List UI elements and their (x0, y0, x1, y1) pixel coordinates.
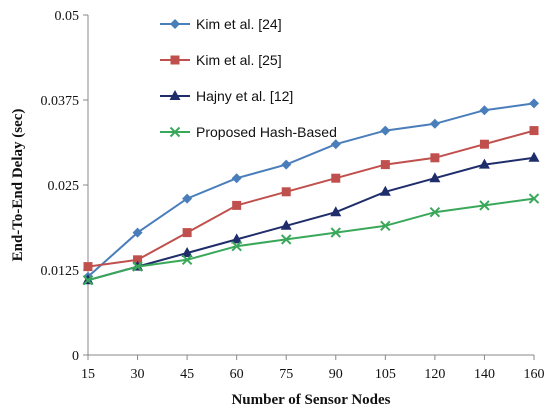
data-point (380, 125, 391, 136)
legend-marker (170, 55, 180, 65)
data-point (281, 234, 292, 245)
data-point (380, 160, 390, 170)
data-point (479, 139, 489, 149)
data-point (232, 200, 242, 210)
legend-marker (169, 126, 181, 138)
data-point (330, 139, 341, 150)
data-point (331, 173, 341, 183)
data-point (429, 206, 441, 218)
x-tick-labels: 15 30 45 60 75 90 105 120 140 160 (81, 355, 545, 382)
data-point (231, 233, 243, 244)
legend-marker (169, 90, 181, 100)
data-point (479, 105, 490, 116)
x-axis-title: Number of Sensor Nodes (231, 392, 390, 408)
series-2 (83, 126, 539, 272)
series-4 (82, 193, 540, 286)
series-layer (82, 98, 540, 286)
series-line (87, 102, 535, 278)
data-point (380, 220, 391, 232)
data-point (182, 193, 193, 204)
data-point (528, 193, 540, 204)
data-point (132, 227, 143, 238)
legend-item: Kim et al. [24] (160, 16, 282, 32)
x-tick-label: 45 (180, 367, 194, 382)
data-point (429, 172, 441, 183)
data-point (429, 118, 440, 129)
legend-label: Kim et al. [25] (196, 52, 282, 68)
y-axis-title: End-To-End Delay (sec) (10, 109, 26, 262)
data-point (83, 262, 93, 272)
y-tick-label: 0.025 (48, 179, 80, 194)
data-point (379, 185, 391, 196)
data-point (529, 126, 539, 136)
data-point (231, 173, 242, 184)
data-point (182, 228, 192, 238)
x-tick-label: 120 (424, 367, 445, 382)
y-tick-label: 0.0375 (41, 94, 80, 109)
data-point (280, 219, 292, 230)
data-point (330, 227, 341, 238)
data-point (181, 247, 193, 257)
data-point (528, 151, 540, 162)
series-1 (83, 98, 539, 282)
x-tick-label: 160 (524, 367, 545, 382)
data-point (181, 254, 193, 266)
x-tick-label: 90 (329, 367, 343, 382)
legend-item: Kim et al. [25] (160, 52, 282, 68)
data-point (479, 200, 490, 211)
data-point (281, 159, 292, 170)
data-point (133, 255, 143, 265)
data-point (330, 206, 342, 217)
data-point (281, 187, 291, 197)
legend-item: Proposed Hash-Based (160, 124, 337, 140)
data-point (82, 274, 94, 286)
x-tick-label: 30 (131, 367, 145, 382)
y-tick-labels: 0 0.0125 0.025 0.0375 0.05 (41, 9, 88, 364)
legend: Kim et al. [24] Kim et al. [25] Hajny et a… (160, 16, 337, 140)
y-tick-label: 0.0125 (41, 264, 80, 279)
legend-marker (170, 19, 180, 29)
legend-label: Proposed Hash-Based (196, 124, 337, 140)
data-point (132, 261, 143, 272)
x-tick-label: 60 (230, 367, 244, 382)
series-line (87, 156, 535, 282)
series-line (87, 197, 535, 282)
x-tick-label: 140 (474, 367, 495, 382)
y-tick-label: 0.05 (55, 9, 80, 24)
x-tick-label: 15 (81, 367, 95, 382)
legend-item: Hajny et al. [12] (160, 88, 293, 104)
data-point (529, 98, 539, 109)
data-point (478, 158, 490, 169)
legend-label: Kim et al. [24] (196, 16, 282, 32)
x-tick-label: 75 (279, 367, 293, 382)
data-point (231, 240, 242, 252)
series-line (87, 129, 535, 268)
data-point (430, 153, 440, 163)
y-tick-label: 0 (72, 349, 79, 364)
x-tick-label: 105 (375, 367, 396, 382)
legend-label: Hajny et al. [12] (196, 88, 293, 104)
